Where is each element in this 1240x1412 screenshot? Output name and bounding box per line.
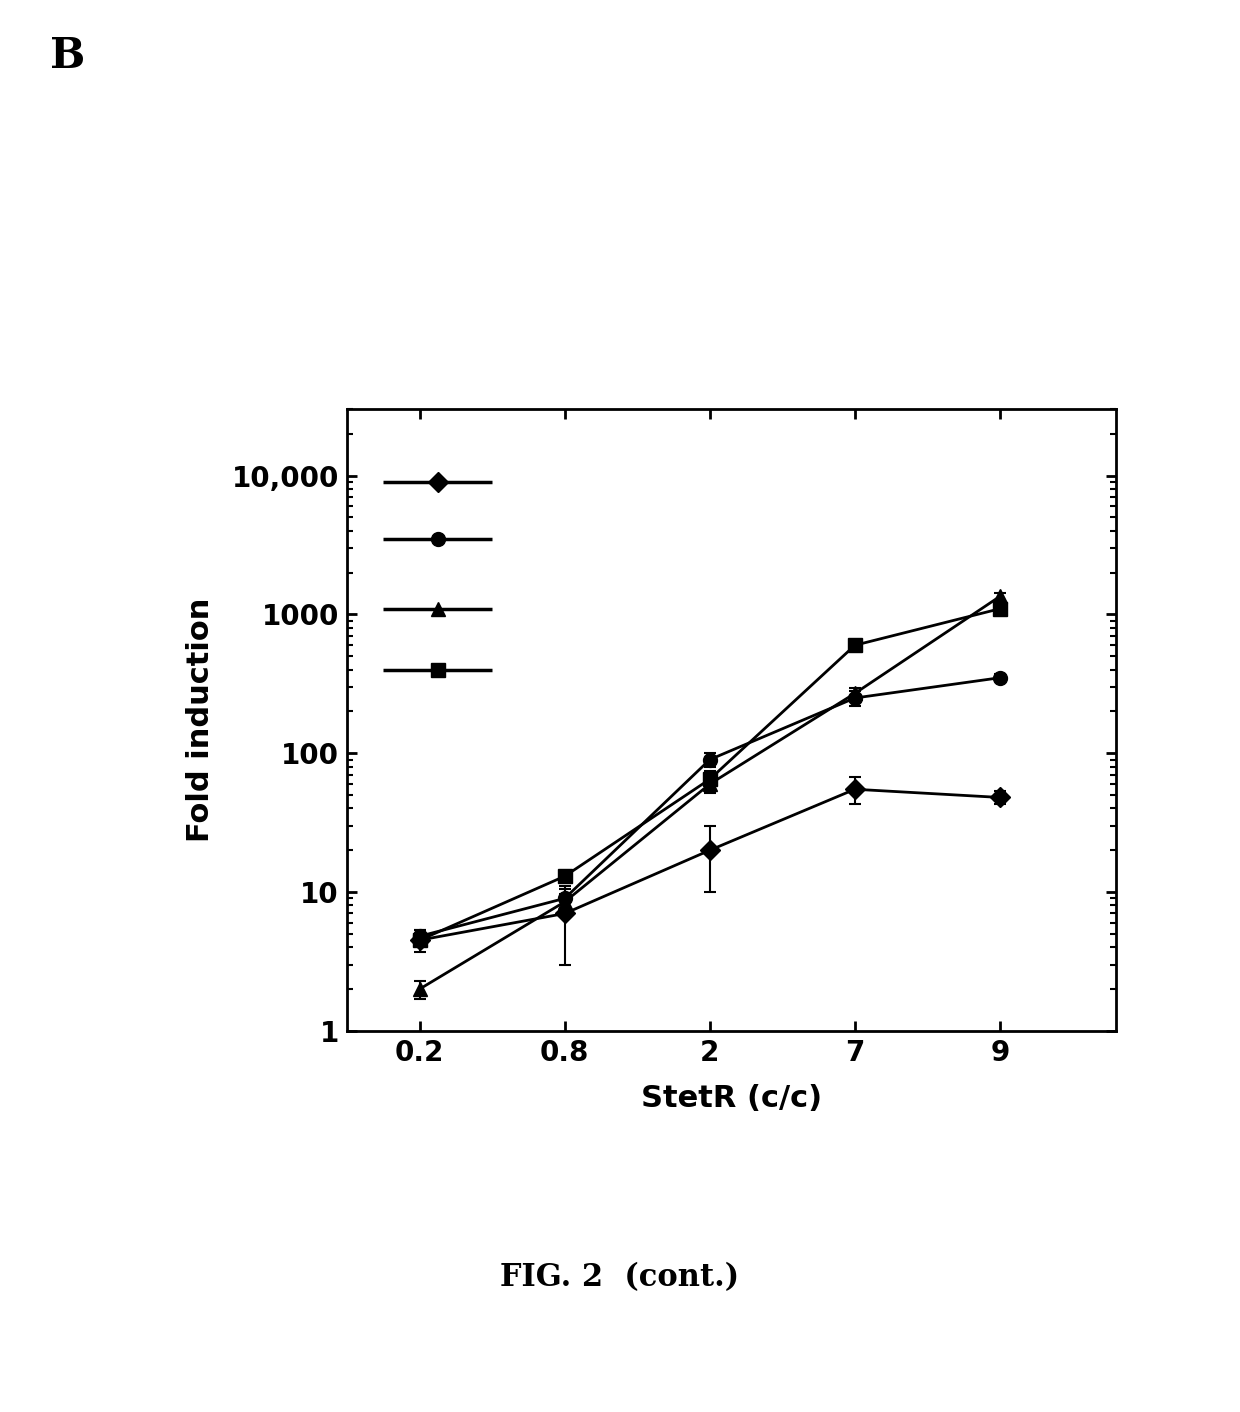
Text: FIG. 2  (cont.): FIG. 2 (cont.) (501, 1262, 739, 1293)
Text: B: B (50, 35, 84, 78)
Y-axis label: Fold induction: Fold induction (186, 597, 215, 843)
X-axis label: StetR (c/c): StetR (c/c) (641, 1084, 822, 1113)
